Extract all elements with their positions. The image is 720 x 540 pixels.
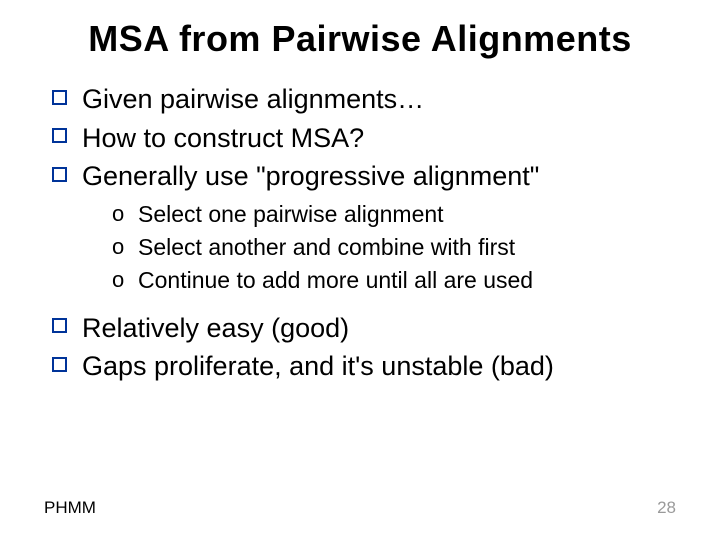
bullet-list: Given pairwise alignments… How to constr…: [48, 81, 680, 295]
bullet-item: How to construct MSA?: [48, 120, 680, 156]
sub-bullet-item: Continue to add more until all are used: [112, 265, 680, 296]
bullet-text: How to construct MSA?: [82, 123, 364, 153]
slide: MSA from Pairwise Alignments Given pairw…: [0, 0, 720, 540]
sub-bullet-list: Select one pairwise alignment Select ano…: [82, 199, 680, 296]
footer-label: PHMM: [44, 498, 96, 518]
slide-number: 28: [657, 498, 676, 518]
bullet-text: Given pairwise alignments…: [82, 84, 424, 114]
group-spacer: [40, 302, 680, 308]
bullet-item: Gaps proliferate, and it's unstable (bad…: [48, 348, 680, 384]
slide-title: MSA from Pairwise Alignments: [40, 18, 680, 59]
sub-bullet-item: Select another and combine with first: [112, 232, 680, 263]
bullet-item: Generally use "progressive alignment" Se…: [48, 158, 680, 296]
bullet-list: Relatively easy (good) Gaps proliferate,…: [48, 310, 680, 385]
sub-bullet-text: Continue to add more until all are used: [138, 267, 533, 293]
sub-bullet-text: Select one pairwise alignment: [138, 201, 444, 227]
sub-bullet-item: Select one pairwise alignment: [112, 199, 680, 230]
bullet-text: Gaps proliferate, and it's unstable (bad…: [82, 351, 554, 381]
sub-bullet-text: Select another and combine with first: [138, 234, 515, 260]
bullet-item: Relatively easy (good): [48, 310, 680, 346]
bullet-text: Generally use "progressive alignment": [82, 161, 539, 191]
bullet-item: Given pairwise alignments…: [48, 81, 680, 117]
bullet-text: Relatively easy (good): [82, 313, 349, 343]
